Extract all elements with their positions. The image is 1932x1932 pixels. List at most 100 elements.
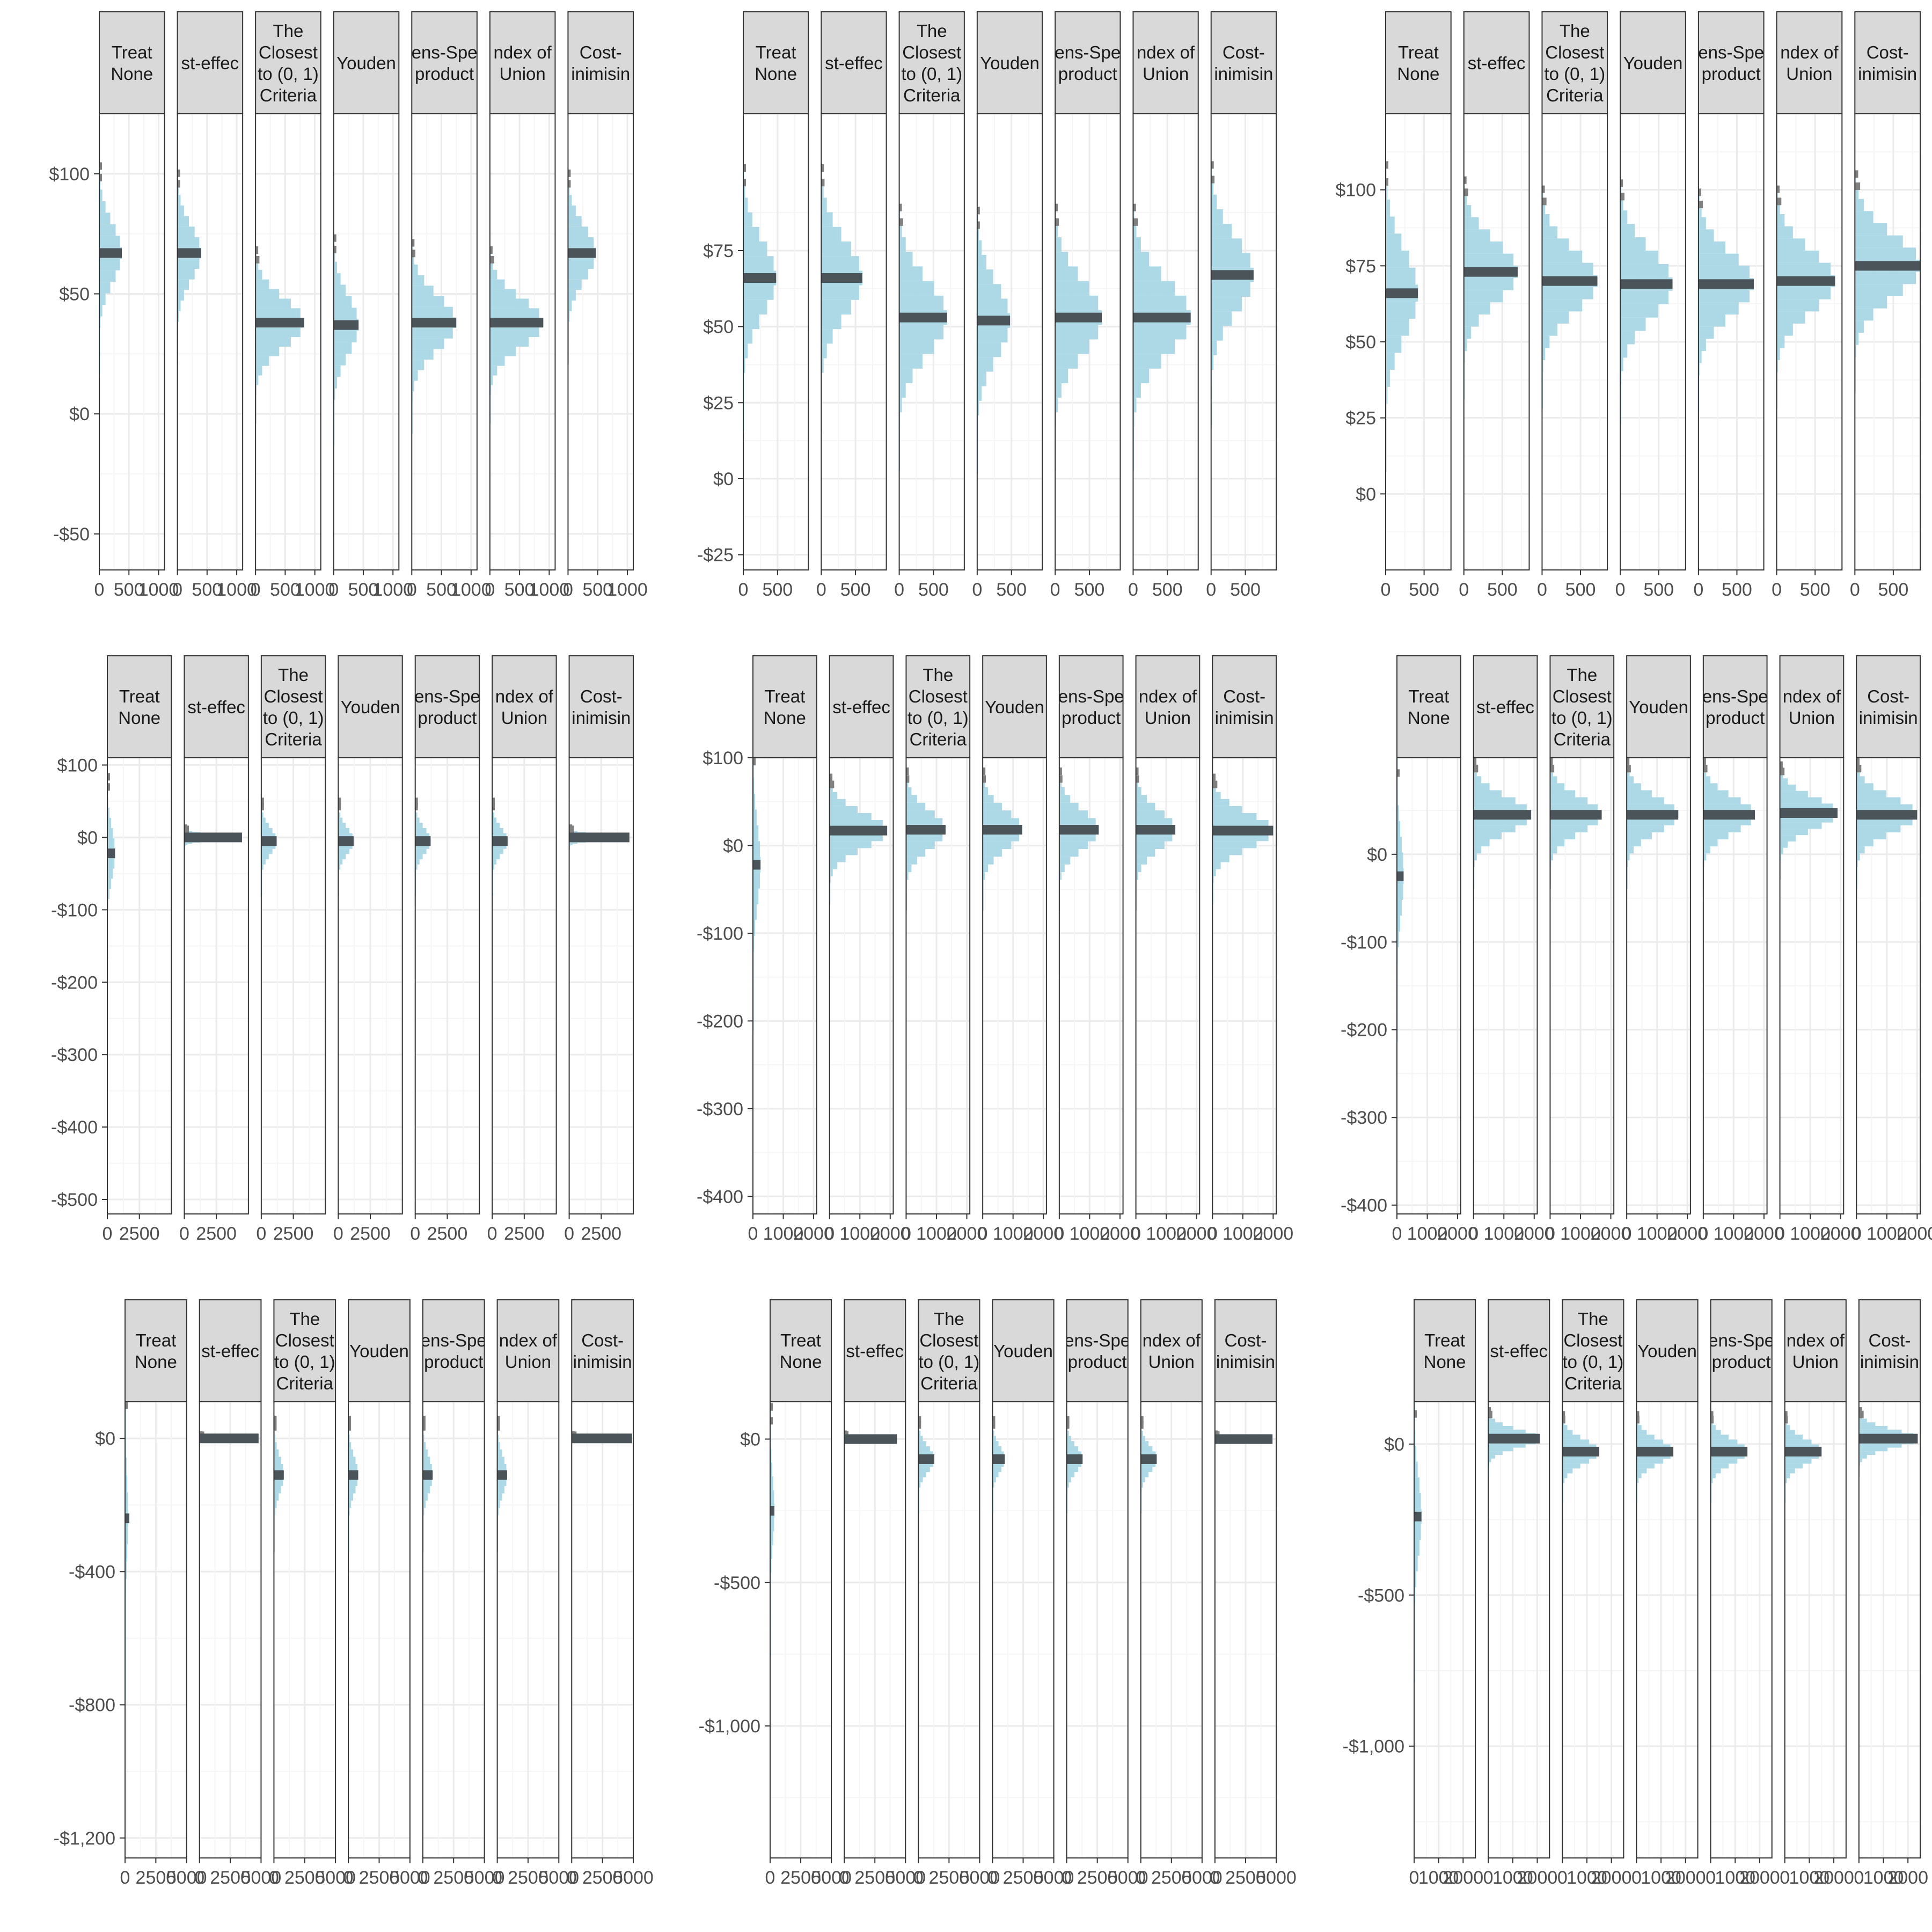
histogram-bar bbox=[497, 1435, 499, 1443]
tail-bar bbox=[1698, 201, 1703, 208]
facet-strip-line: ndex of bbox=[499, 1330, 558, 1350]
facet-strip-line: to (0, 1) bbox=[1544, 64, 1605, 84]
x-tick-label: 0 bbox=[1459, 580, 1469, 600]
facet-strip-line: Treat bbox=[112, 42, 152, 62]
histogram-bar bbox=[1784, 1439, 1812, 1445]
histogram-bar bbox=[918, 1430, 921, 1436]
histogram-bar bbox=[1140, 1482, 1143, 1488]
mean-bar bbox=[1140, 1454, 1157, 1464]
histogram-bar bbox=[1710, 1454, 1745, 1459]
facet-strip-line: st-effec bbox=[1476, 697, 1534, 717]
histogram-bar bbox=[1856, 853, 1860, 861]
facet-strip bbox=[273, 1299, 336, 1402]
histogram-bar bbox=[1636, 1459, 1664, 1464]
tail-bar bbox=[1855, 182, 1861, 190]
tail-bar bbox=[177, 169, 180, 177]
x-tick-label: 0 bbox=[103, 1224, 113, 1244]
histogram-bar bbox=[753, 825, 759, 841]
histogram-bar bbox=[821, 285, 859, 300]
facet-strip bbox=[333, 11, 400, 114]
histogram-bar bbox=[918, 1441, 926, 1446]
histogram-bar bbox=[1133, 252, 1150, 267]
histogram-bar bbox=[906, 779, 909, 787]
facet-strip-label: Youden bbox=[341, 697, 400, 717]
mean-bar bbox=[199, 1433, 259, 1444]
histogram-bar bbox=[992, 1441, 999, 1446]
x-tick-label: 0 bbox=[333, 1224, 343, 1244]
histogram-bar bbox=[753, 809, 757, 825]
mean-bar bbox=[99, 248, 122, 258]
histogram-bar bbox=[906, 872, 909, 880]
histogram-bar bbox=[1133, 222, 1137, 238]
histogram-bar bbox=[906, 810, 935, 818]
histogram-bar bbox=[1550, 804, 1598, 811]
histogram-bar bbox=[489, 375, 493, 385]
facet-strip-line: The bbox=[934, 1309, 964, 1329]
histogram-bar bbox=[489, 279, 505, 289]
histogram-bar bbox=[1473, 832, 1502, 840]
facet-strip-line: Closest bbox=[1563, 1330, 1622, 1350]
mean-bar bbox=[1780, 808, 1838, 818]
histogram-bar bbox=[1710, 1468, 1721, 1474]
histogram-bar bbox=[422, 1449, 428, 1457]
histogram-bar bbox=[255, 308, 301, 318]
x-tick-label: 0 bbox=[179, 1224, 189, 1244]
histogram-bar bbox=[1776, 202, 1780, 214]
histogram-bar bbox=[261, 854, 269, 860]
histogram-bar bbox=[753, 888, 759, 904]
mean-bar bbox=[415, 836, 431, 846]
histogram-bar bbox=[1780, 791, 1808, 797]
mean-bar bbox=[572, 1433, 632, 1444]
histogram-bar bbox=[1059, 787, 1065, 795]
tail-bar bbox=[1133, 218, 1138, 226]
histogram-bar bbox=[1784, 1468, 1795, 1474]
tail-bar bbox=[1703, 765, 1708, 773]
x-tick-label: 1000 bbox=[1070, 1224, 1110, 1244]
facet-strip bbox=[1710, 1299, 1773, 1402]
histogram-bar bbox=[255, 279, 269, 289]
facet-strip bbox=[255, 11, 321, 114]
x-tick-label: 0 bbox=[839, 1868, 850, 1888]
facet-strip-line: Cost- bbox=[1867, 686, 1909, 706]
histogram-bar bbox=[333, 273, 341, 285]
histogram-bar bbox=[1212, 862, 1221, 869]
histogram-bar bbox=[1710, 1463, 1729, 1469]
tail-bar bbox=[1133, 203, 1136, 211]
histogram-bar bbox=[1488, 1429, 1526, 1433]
facet-strip-label: Youden bbox=[980, 53, 1040, 73]
facet-strip bbox=[743, 11, 809, 114]
facet-strip bbox=[918, 1299, 980, 1402]
histogram-bar bbox=[1463, 339, 1467, 351]
histogram-bar bbox=[1780, 847, 1783, 854]
histogram-bar bbox=[992, 1451, 1004, 1457]
facet-strip-label: st-effec bbox=[187, 697, 245, 717]
histogram-bar bbox=[569, 844, 573, 845]
facet-strip bbox=[905, 655, 971, 758]
x-tick-label: 0 bbox=[1615, 580, 1626, 600]
facet-strip-line: None bbox=[135, 1352, 177, 1372]
facet-strip-line: st-effec bbox=[832, 697, 890, 717]
x-tick-label: 2000 bbox=[1514, 1224, 1555, 1244]
histogram-bar bbox=[1620, 317, 1646, 331]
histogram-bar bbox=[1698, 290, 1750, 303]
histogram-bar bbox=[1066, 1451, 1081, 1457]
x-tick-label: 500 bbox=[504, 580, 535, 600]
histogram-bar bbox=[1059, 795, 1071, 803]
histogram-bar bbox=[829, 792, 838, 799]
histogram-bar bbox=[274, 1485, 281, 1494]
histogram-bar bbox=[1386, 199, 1391, 217]
